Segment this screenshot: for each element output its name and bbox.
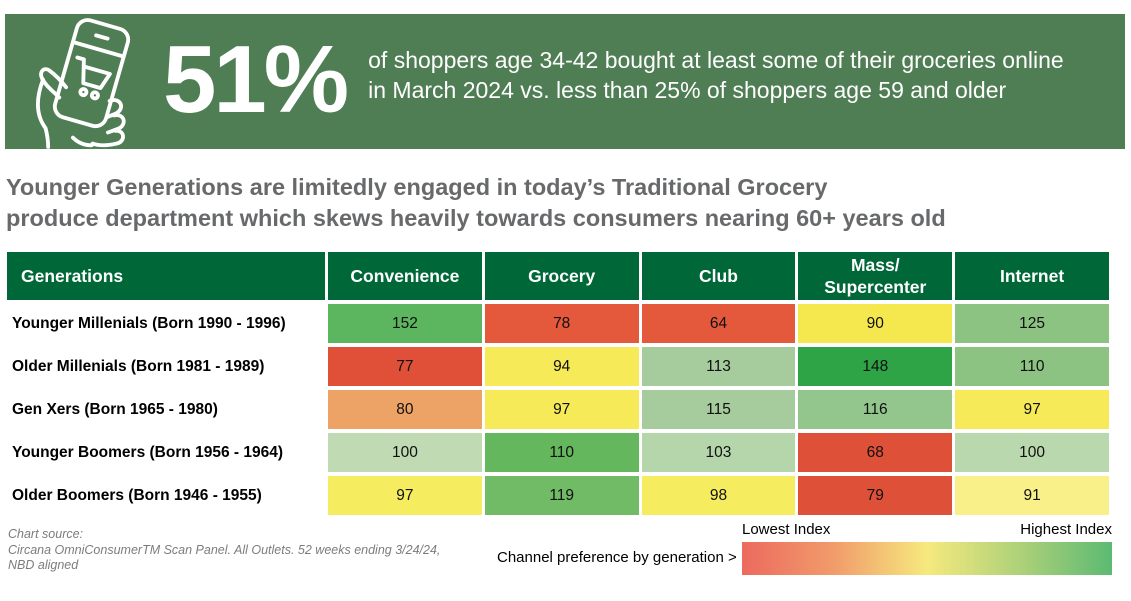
- stat-description-line2: in March 2024 vs. less than 25% of shopp…: [368, 76, 1007, 103]
- heatmap-cell: 115: [641, 390, 796, 429]
- column-header: Mass/ Supercenter: [798, 252, 953, 300]
- heatmap-cell: 94: [484, 347, 639, 386]
- column-header: Grocery: [484, 252, 639, 300]
- heatmap-cell: 103: [641, 433, 796, 472]
- heatmap-cell: 100: [328, 433, 482, 472]
- heatmap-cell: 152: [328, 304, 482, 343]
- legend-high-label: Highest Index: [1020, 521, 1112, 538]
- heatmap-cell: 125: [955, 304, 1109, 343]
- heatmap-cell: 64: [641, 304, 796, 343]
- page-title: Younger Generations are limitedly engage…: [6, 172, 1106, 234]
- index-legend: Lowest Index Highest Index: [742, 521, 1112, 575]
- table-row: Gen Xers (Born 1965 - 1980) 80 97 115 116 97: [7, 390, 1109, 429]
- legend-gradient-bar: [742, 542, 1112, 575]
- chart-source-line3: NBD aligned: [8, 558, 79, 572]
- heatmap-cell: 79: [798, 476, 953, 515]
- column-header: Club: [641, 252, 796, 300]
- row-label: Younger Millenials (Born 1990 - 1996): [7, 304, 325, 343]
- heatmap-cell: 119: [484, 476, 639, 515]
- column-header: Internet: [955, 252, 1109, 300]
- stat-description-line1: of shoppers age 34-42 bought at least so…: [368, 46, 1064, 73]
- row-label: Younger Boomers (Born 1956 - 1964): [7, 433, 325, 472]
- heatmap-cell: 110: [484, 433, 639, 472]
- heatmap-header-row: Generations Convenience Grocery Club Mass/ S…: [7, 252, 1109, 300]
- page-title-line2: produce department which skews heavily t…: [6, 205, 946, 231]
- table-row: Younger Boomers (Born 1956 - 1964) 100 110…: [7, 433, 1109, 472]
- heatmap-cell: 97: [484, 390, 639, 429]
- row-label: Gen Xers (Born 1965 - 1980): [7, 390, 325, 429]
- table-row: Older Boomers (Born 1946 - 1955) 97 119 98 7…: [7, 476, 1109, 515]
- heatmap-cell: 97: [955, 390, 1109, 429]
- heatmap-cell: 80: [328, 390, 482, 429]
- heatmap-table: Generations Convenience Grocery Club Mass/ S…: [4, 248, 1112, 519]
- stat-banner: 51% of shoppers age 34-42 bought at leas…: [5, 14, 1125, 149]
- heatmap-cell: 77: [328, 347, 482, 386]
- chart-source-line1: Chart source:: [8, 527, 84, 541]
- heatmap-body: Younger Millenials (Born 1990 - 1996) 152…: [7, 304, 1109, 515]
- chart-source-note: Chart source: Circana OmniConsumerTM Sca…: [8, 527, 440, 574]
- heatmap-cell: 78: [484, 304, 639, 343]
- stat-description: of shoppers age 34-42 bought at least so…: [368, 45, 1064, 105]
- heatmap-cell: 90: [798, 304, 953, 343]
- heatmap-cell: 110: [955, 347, 1109, 386]
- hand-holding-phone-shopping-cart-icon: [5, 14, 163, 149]
- heatmap-cell: 116: [798, 390, 953, 429]
- row-label: Older Millenials (Born 1981 - 1989): [7, 347, 325, 386]
- column-header: Generations: [7, 252, 325, 300]
- heatmap-cell: 100: [955, 433, 1109, 472]
- stat-value: 51%: [163, 25, 349, 133]
- table-row: Older Millenials (Born 1981 - 1989) 77 94 1…: [7, 347, 1109, 386]
- legend-caption: Channel preference by generation >: [497, 549, 737, 566]
- column-header: Convenience: [328, 252, 482, 300]
- row-label: Older Boomers (Born 1946 - 1955): [7, 476, 325, 515]
- heatmap-cell: 148: [798, 347, 953, 386]
- heatmap-cell: 113: [641, 347, 796, 386]
- heatmap-cell: 91: [955, 476, 1109, 515]
- heatmap-cell: 97: [328, 476, 482, 515]
- heatmap-cell: 98: [641, 476, 796, 515]
- table-row: Younger Millenials (Born 1990 - 1996) 152…: [7, 304, 1109, 343]
- heatmap-cell: 68: [798, 433, 953, 472]
- legend-low-label: Lowest Index: [742, 521, 831, 538]
- page-title-line1: Younger Generations are limitedly engage…: [6, 174, 828, 200]
- chart-source-line2: Circana OmniConsumerTM Scan Panel. All O…: [8, 542, 441, 557]
